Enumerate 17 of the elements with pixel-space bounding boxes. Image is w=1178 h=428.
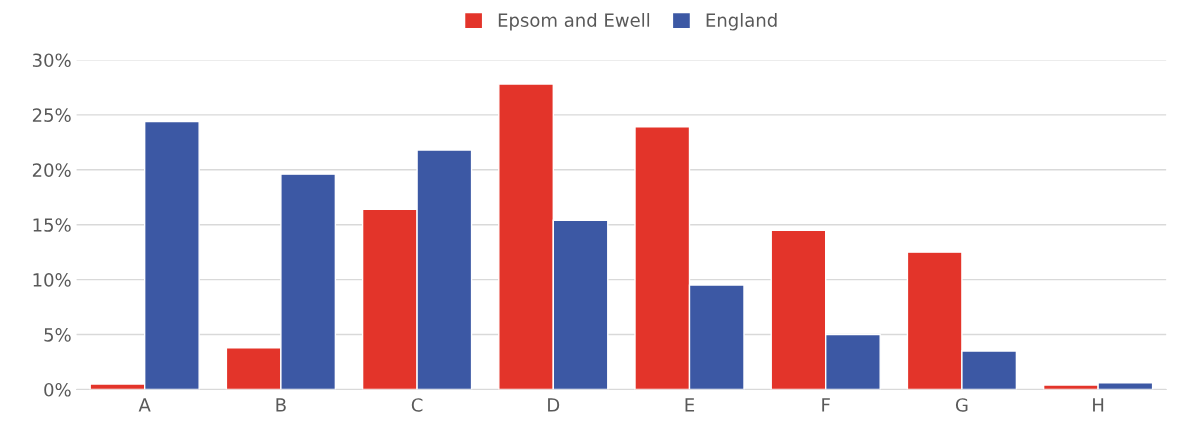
y-tick-label: 5% [44, 328, 71, 342]
y-tick-label: 20% [32, 163, 71, 177]
legend-label: England [706, 13, 777, 31]
legend-label: Epsom and Ewell [498, 13, 650, 31]
y-tick-label: 0% [44, 382, 71, 397]
x-tick-label: D [548, 398, 560, 412]
x-tick-label: C [411, 398, 423, 412]
x-tick-label: B [276, 398, 286, 412]
x-tick-label: E [685, 398, 695, 412]
y-tick-label: 30% [32, 53, 71, 68]
y-tick-label: 25% [32, 108, 71, 122]
y-tick-label: 10% [33, 273, 71, 287]
y-tick-label: 15% [33, 218, 71, 232]
x-tick-label: H [1093, 398, 1104, 412]
x-tick-label: A [138, 398, 151, 412]
x-tick-label: G [955, 398, 968, 412]
x-tick-label: F [822, 398, 830, 412]
